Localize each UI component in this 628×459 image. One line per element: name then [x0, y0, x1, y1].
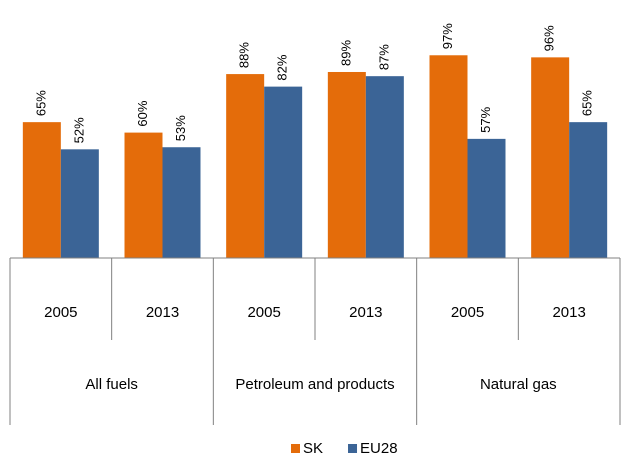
value-label: 53% — [173, 115, 188, 141]
value-label: 52% — [71, 117, 86, 143]
legend-label: SK — [303, 440, 323, 457]
value-label: 88% — [237, 42, 252, 68]
x-tick-label: 2005 — [247, 304, 280, 321]
value-label: 82% — [275, 54, 290, 80]
x-tick-label: 2013 — [146, 304, 179, 321]
bar — [429, 55, 468, 258]
value-label: 57% — [478, 106, 493, 132]
value-label: 89% — [338, 40, 353, 66]
group-label: Petroleum and products — [235, 376, 395, 393]
bar — [531, 57, 570, 258]
value-label: 65% — [580, 90, 595, 116]
bar — [162, 147, 201, 258]
value-label: 65% — [33, 90, 48, 116]
value-label: 60% — [135, 100, 150, 126]
bar — [569, 122, 608, 259]
bar — [22, 122, 61, 259]
bar — [226, 74, 265, 258]
value-label: 96% — [542, 25, 557, 51]
bar — [365, 76, 404, 258]
value-label: 97% — [440, 23, 455, 49]
bar — [264, 86, 303, 259]
x-tick-label: 2013 — [552, 304, 585, 321]
group-label: All fuels — [85, 376, 138, 393]
bar — [327, 71, 366, 259]
legend-swatch — [291, 444, 300, 453]
legend-swatch — [348, 444, 358, 453]
bar — [124, 132, 163, 258]
bar — [60, 149, 99, 258]
x-tick-label: 2005 — [451, 304, 484, 321]
group-label: Natural gas — [479, 376, 557, 393]
bar — [467, 138, 506, 258]
value-label: 87% — [376, 44, 391, 70]
x-tick-label: 2005 — [44, 304, 77, 321]
legend-label: EU28 — [360, 440, 398, 457]
x-tick-label: 2013 — [349, 304, 382, 321]
